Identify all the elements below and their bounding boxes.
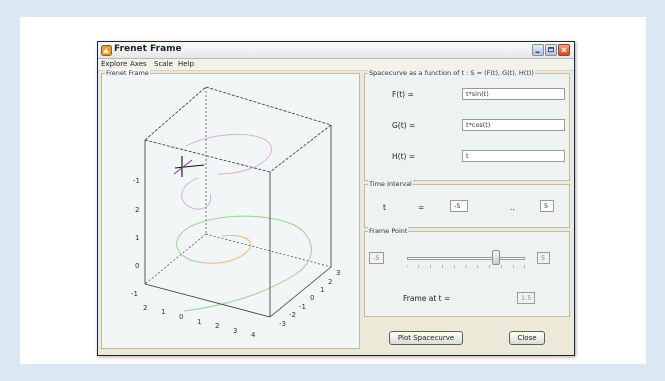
spacecurve-path	[181, 177, 212, 210]
y-tick-label: -3	[279, 320, 286, 328]
frame-min-field: -5	[369, 252, 384, 264]
spacecurve-path	[197, 235, 252, 264]
time-end-input[interactable]: 5	[540, 200, 554, 212]
spacecurve-path	[176, 215, 312, 312]
time-interval-panel: Time Interval t = -5 .. 5	[364, 180, 570, 228]
menu-scale[interactable]: Scale	[154, 60, 173, 68]
frenet-frame-window: Frenet Frame Explore Axes Scale Help Fre…	[97, 41, 575, 356]
minimize-icon	[535, 51, 540, 53]
z-tick-label: 0	[135, 262, 139, 270]
box-edge-back	[144, 233, 207, 285]
y-tick-label: -2	[289, 311, 296, 319]
x-tick-label: 0	[179, 313, 183, 321]
f-label: F(t) =	[392, 90, 414, 99]
f-input[interactable]: t*sin(t)	[462, 88, 565, 100]
x-tick-label: 3	[233, 327, 237, 335]
frame-at-label: Frame at t =	[403, 294, 451, 303]
menu-bar: Explore Axes Scale Help	[98, 59, 574, 71]
menu-explore[interactable]: Explore	[101, 60, 128, 68]
time-interval-title: Time Interval	[368, 180, 413, 188]
box-edge-back	[205, 233, 332, 268]
g-label: G(t) =	[392, 121, 416, 130]
slider-ticks	[407, 265, 525, 268]
spacecurve-panel-title: Spacecurve as a function of t : S = (F(t…	[368, 69, 535, 77]
x-tick-label: 1	[197, 318, 201, 326]
box-edge-top	[269, 124, 332, 173]
y-tick-label: 2	[328, 278, 332, 286]
menu-help[interactable]: Help	[178, 60, 194, 68]
title-bar[interactable]: Frenet Frame	[98, 42, 574, 59]
range-dots: ..	[510, 203, 515, 212]
x-tick-label: 4	[251, 331, 256, 339]
box-edge-top	[205, 86, 332, 126]
equals-label: =	[418, 203, 425, 212]
z-tick-label: 2	[135, 206, 139, 214]
x-tick-label: 2	[143, 304, 147, 312]
y-tick-label: -1	[299, 303, 306, 311]
frame-slider-track[interactable]	[407, 257, 525, 260]
plot-panel-title: Frenet Frame	[105, 69, 150, 77]
plot-spacecurve-button[interactable]: Plot Spacecurve	[389, 331, 463, 345]
app-icon	[101, 45, 112, 56]
x-tick-label: 2	[215, 322, 219, 330]
y-tick-label: 0	[310, 294, 314, 302]
close-button[interactable]: Close	[509, 331, 545, 345]
minimize-button[interactable]	[532, 44, 544, 56]
close-icon	[561, 47, 567, 53]
h-input[interactable]: t	[462, 150, 565, 162]
frame-point-panel: Frame Point -5 5 Frame at t = 1.5	[364, 227, 570, 317]
maximize-icon	[548, 47, 554, 53]
frame-point-title: Frame Point	[368, 227, 409, 235]
h-label: H(t) =	[392, 152, 416, 161]
frame-at-field: 1.5	[517, 292, 535, 304]
box-edge-top	[144, 139, 271, 173]
close-window-button[interactable]	[558, 44, 570, 56]
box-edge-top	[144, 86, 207, 141]
y-tick-label: 3	[336, 269, 340, 277]
z-tick-label: 1	[135, 234, 139, 242]
tangent-vector	[174, 164, 205, 169]
spacecurve-panel: Spacecurve as a function of t : S = (F(t…	[364, 69, 570, 181]
plot-canvas[interactable]: -1 2 1 0 -1 2 1 0 1 2 3 4 3 2 1 0 -1 -2 …	[102, 74, 361, 350]
spacecurve-path	[185, 134, 272, 175]
window-title: Frenet Frame	[114, 44, 182, 54]
t-label: t	[383, 203, 386, 212]
box-edge-front	[144, 283, 271, 318]
frame-max-field: 5	[537, 252, 550, 264]
plot-panel: Frenet Frame -1	[101, 69, 361, 350]
box-edge-front	[269, 266, 332, 318]
y-tick-label: 1	[320, 286, 324, 294]
binormal-vector	[173, 159, 193, 175]
x-tick-label: 1	[161, 308, 165, 316]
maximize-button[interactable]	[545, 44, 557, 56]
g-input[interactable]: t*cos(t)	[462, 119, 565, 131]
frame-slider-thumb[interactable]	[491, 250, 500, 265]
z-tick-label: -1	[133, 177, 140, 185]
menu-axes[interactable]: Axes	[130, 60, 147, 68]
z-tick-label: -1	[131, 290, 138, 298]
time-start-input[interactable]: -5	[450, 200, 468, 212]
